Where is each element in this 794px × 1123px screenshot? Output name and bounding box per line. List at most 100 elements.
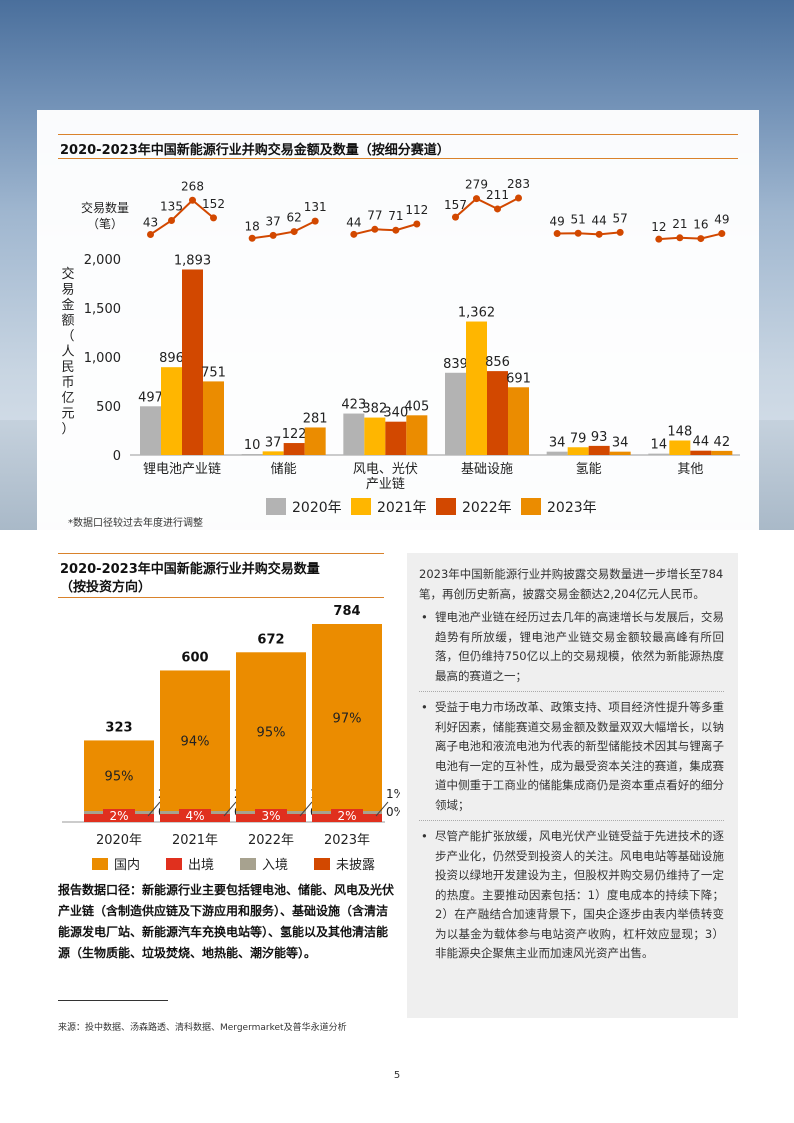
- count-point: [210, 214, 217, 222]
- commentary-intro: 2023年中国新能源行业并购披露交易数量进一步增长至784笔，再创历史新高，披露…: [419, 567, 724, 601]
- bar-value-label: 751: [201, 365, 226, 380]
- total-label: 672: [257, 632, 284, 647]
- bar-value-label: 839: [443, 357, 468, 372]
- count-point: [392, 226, 400, 234]
- y-axis-label-char: 额: [61, 314, 74, 329]
- bar: [669, 440, 691, 455]
- count-label-value: 57: [613, 211, 628, 225]
- bar-value-label: 423: [341, 398, 366, 413]
- count-label-value: 157: [444, 198, 467, 212]
- domestic-pct-label: 95%: [257, 726, 286, 741]
- count-line: [353, 223, 418, 236]
- count-label-value: 16: [693, 218, 708, 232]
- y-axis-label-char: 易: [61, 283, 74, 298]
- bar: [406, 415, 428, 455]
- count-label-value: 49: [550, 215, 565, 229]
- bar-value-label: 79: [570, 431, 587, 446]
- source-text: 来源：投中数据、汤森路透、清科数据、Mergermarket及普华永道分析: [58, 1023, 347, 1033]
- count-label-value: 44: [592, 213, 607, 227]
- bar-value-label: 691: [506, 371, 531, 386]
- count-point: [248, 234, 256, 242]
- bar: [445, 372, 466, 455]
- page-number: 5: [393, 1070, 401, 1081]
- y-tick-label: 2,000: [84, 253, 121, 268]
- count-label-value: 152: [202, 197, 225, 211]
- legend-label: 2023年: [547, 500, 597, 516]
- bar-segment-domestic: [160, 670, 230, 811]
- bar-value-label: 382: [362, 402, 387, 417]
- y-axis-label-char: ）: [61, 422, 74, 437]
- scope-text: 报告数据口径：新能源行业主要包括锂电池、储能、风电及光伏产业链（含制造供应链及下…: [58, 883, 395, 960]
- bar: [466, 321, 487, 455]
- count-label-value: 77: [367, 208, 382, 222]
- count-label-unit: （笔）: [87, 216, 123, 231]
- bar: [364, 417, 386, 455]
- bar: [690, 450, 712, 455]
- category-label: 风电、光伏: [353, 462, 418, 477]
- category-label: 产业链: [366, 477, 405, 492]
- bar: [304, 427, 326, 455]
- count-label-value: 44: [346, 215, 361, 229]
- y-axis-label-char: 民: [61, 360, 74, 375]
- bar: [588, 445, 610, 455]
- count-label-value: 18: [245, 219, 260, 233]
- bar: [140, 406, 161, 455]
- outbound-pct-bg: [103, 809, 135, 822]
- bar-value-label: 37: [265, 435, 282, 450]
- year-label: 2023年: [324, 833, 370, 848]
- domestic-pct-label: 94%: [181, 735, 210, 750]
- bar-value-label: 10: [244, 438, 261, 453]
- legend-swatch: [166, 858, 182, 870]
- bar: [546, 451, 568, 455]
- legend-label: 2020年: [292, 500, 342, 516]
- bar-segment-domestic: [312, 624, 382, 811]
- chart2-title-line1: 2020-2023年中国新能源行业并购交易数量: [60, 562, 320, 577]
- chart2: 32395%2%2%0%2020年60094%4%2%0%2021年67295%…: [62, 604, 400, 873]
- count-label-value: 112: [405, 203, 428, 217]
- bar-value-label: 1,893: [174, 253, 211, 268]
- outbound-pct-bg: [179, 809, 211, 822]
- inbound-pct-label: 1%: [386, 787, 400, 801]
- leader-line: [147, 801, 161, 817]
- count-point: [616, 228, 624, 236]
- bar: [161, 367, 182, 455]
- leader-line: [375, 801, 389, 817]
- chart2-title-rule: [58, 597, 384, 598]
- category-label: 氢能: [576, 462, 602, 477]
- count-point: [718, 230, 726, 238]
- total-label: 784: [333, 604, 360, 619]
- footnote-rule: [58, 1000, 168, 1001]
- commentary-bullet-3: 尽管产能扩张放缓，风电光伏产业链受益于先进技术的逐步产业化，仍然受到投资人的关注…: [419, 827, 724, 969]
- commentary-box: 2023年中国新能源行业并购披露交易数量进一步增长至784笔，再创历史新高，披露…: [407, 553, 738, 1018]
- outbound-pct-label: 4%: [185, 809, 204, 823]
- count-line: [252, 220, 316, 240]
- bar: [609, 451, 631, 455]
- bar: [283, 443, 305, 455]
- bar: [182, 269, 203, 455]
- y-axis-label-char: 金: [61, 297, 74, 313]
- leader-line: [223, 801, 237, 817]
- count-point: [676, 234, 684, 242]
- legend-label: 国内: [114, 857, 140, 873]
- commentary-bullet-1: 锂电池产业链在经历过去几年的高速增长与发展后，交易趋势有所放缓，锂电池产业链交易…: [419, 608, 724, 692]
- chart1-title: 2020-2023年中国新能源行业并购交易金额及数量（按细分赛道）: [60, 143, 450, 158]
- chart1-top-rule: [58, 134, 738, 135]
- leader-line: [299, 801, 313, 817]
- total-label: 323: [105, 720, 132, 735]
- legend-label: 2021年: [377, 500, 427, 516]
- bar-value-label: 93: [591, 430, 608, 445]
- count-point: [371, 225, 379, 233]
- chart1-panel: [37, 110, 759, 532]
- count-point: [413, 220, 421, 228]
- commentary-list: 锂电池产业链在经历过去几年的高速增长与发展后，交易趋势有所放缓，锂电池产业链交易…: [419, 608, 724, 969]
- legend-swatch: [314, 858, 330, 870]
- count-label-value: 62: [287, 211, 302, 225]
- legend-swatch: [266, 498, 286, 515]
- count-label-value: 49: [714, 213, 729, 227]
- bar: [241, 454, 263, 455]
- bar-value-label: 122: [282, 427, 307, 442]
- bar: [343, 413, 365, 455]
- year-label: 2020年: [96, 833, 142, 848]
